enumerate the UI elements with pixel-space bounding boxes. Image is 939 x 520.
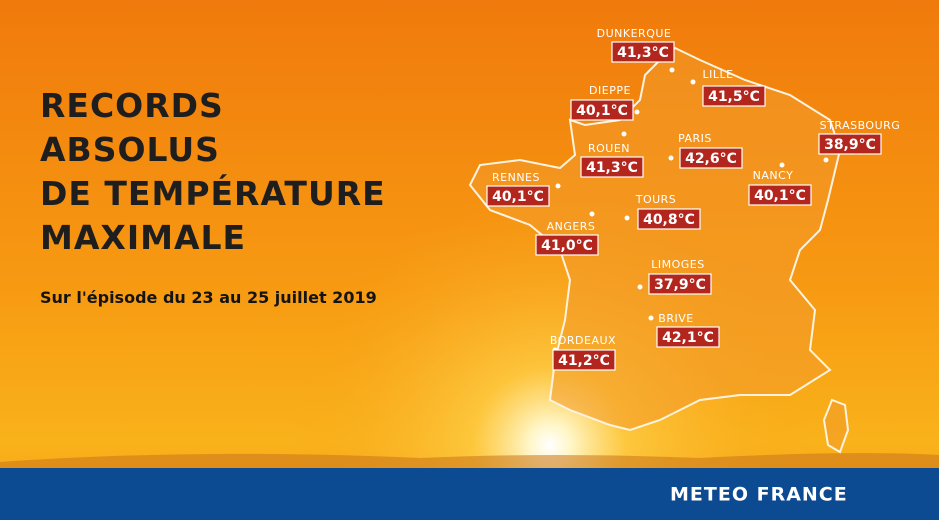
city-temp: 41,3°C — [617, 45, 669, 61]
city-name: RENNES — [492, 171, 540, 184]
temp-box — [535, 234, 599, 256]
city-dot — [589, 211, 595, 217]
city-temp: 41,3°C — [586, 160, 638, 176]
city-dot — [648, 315, 654, 321]
horizon — [0, 453, 939, 470]
title-line: ABSOLUS — [40, 130, 220, 169]
temp-box — [611, 41, 675, 63]
temp-box — [637, 208, 701, 230]
city-temp: 38,9°C — [824, 137, 876, 153]
footer-bar — [0, 468, 939, 520]
city-temp: 40,1°C — [576, 103, 628, 119]
city-name: TOURS — [635, 193, 677, 206]
city-dot — [669, 67, 675, 73]
city-dot — [634, 109, 640, 115]
title-block: RECORDS ABSOLUS DE TEMPÉRATURE MAXIMALE … — [40, 86, 386, 307]
title-line: DE TEMPÉRATURE — [40, 173, 386, 213]
temp-box — [580, 156, 644, 178]
temp-box — [552, 349, 616, 371]
city-name: STRASBOURG — [820, 119, 901, 132]
cities: DUNKERQUE 41,3°C LILLE 41,5°C DIEPPE 40,1°C RO… — [486, 27, 901, 371]
city-temp: 40,1°C — [492, 189, 544, 205]
city-dot — [823, 157, 829, 163]
city-temp: 42,6°C — [685, 151, 737, 167]
city-dot — [637, 284, 643, 290]
city-name: BORDEAUX — [550, 334, 616, 347]
subtitle: Sur l'épisode du 23 au 25 juillet 2019 — [40, 288, 377, 307]
city-name: NANCY — [753, 169, 794, 182]
temp-box — [818, 133, 882, 155]
city-dot — [621, 131, 627, 137]
temp-box — [656, 326, 720, 348]
city-name: ROUEN — [588, 142, 630, 155]
city-temp: 41,5°C — [708, 89, 760, 105]
city-dot — [779, 162, 785, 168]
brand: METEO FRANCE — [670, 484, 848, 506]
city-name: ANGERS — [547, 220, 596, 233]
city-temp: 37,9°C — [654, 277, 706, 293]
city-name: PARIS — [678, 132, 712, 145]
city-name: BRIVE — [658, 312, 693, 325]
temp-box — [702, 85, 766, 107]
corsica-map — [822, 398, 850, 454]
city-dot — [668, 155, 674, 161]
temp-box — [648, 273, 712, 295]
city-name: LIMOGES — [651, 258, 704, 271]
city-name: DIEPPE — [589, 84, 631, 97]
temp-box — [748, 184, 812, 206]
city-name: LILLE — [702, 68, 733, 81]
city-temp: 41,2°C — [558, 353, 610, 369]
temp-box — [486, 185, 550, 207]
city-temp: 42,1°C — [662, 330, 714, 346]
title-line: MAXIMALE — [40, 218, 246, 257]
city-name: DUNKERQUE — [597, 27, 672, 40]
temp-box — [679, 147, 743, 169]
title-line: RECORDS — [40, 86, 224, 125]
france-map — [468, 46, 842, 432]
city-temp: 40,1°C — [754, 188, 806, 204]
temp-box — [570, 99, 634, 121]
city-temp: 40,8°C — [643, 212, 695, 228]
city-temp: 41,0°C — [541, 238, 593, 254]
city-dot — [555, 183, 561, 189]
city-dot — [690, 79, 696, 85]
city-dot — [624, 215, 630, 221]
